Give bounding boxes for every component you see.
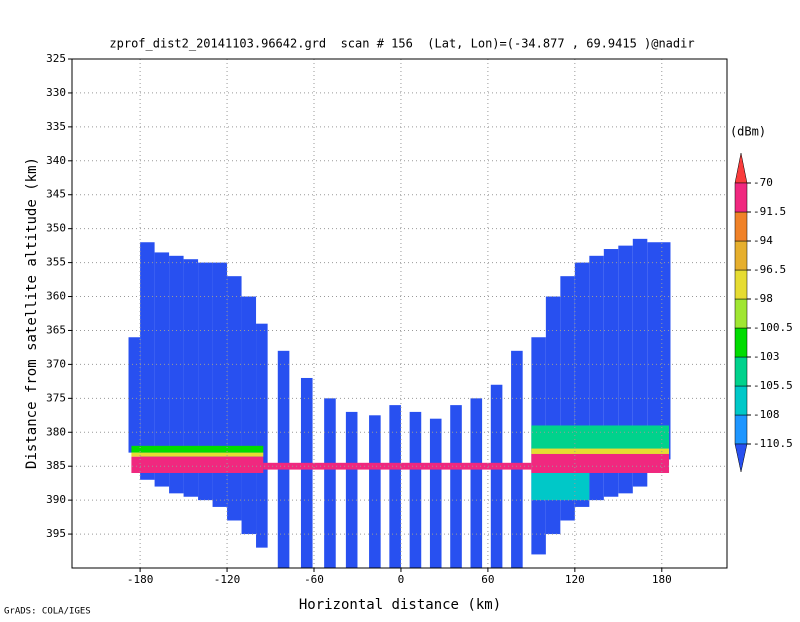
colorbar-label: -70 bbox=[753, 176, 773, 189]
colorbar-segment bbox=[734, 269, 748, 300]
heat-cell bbox=[429, 418, 442, 568]
x-tick-label: 120 bbox=[565, 573, 585, 586]
y-tick-label: 395 bbox=[46, 527, 66, 540]
heat-cell bbox=[140, 242, 155, 480]
colorbar-label: -103 bbox=[753, 350, 780, 363]
colorbar-unit: (dBm) bbox=[730, 125, 766, 139]
heat-cell bbox=[300, 377, 313, 568]
x-tick-label: 0 bbox=[398, 573, 405, 586]
heat-cell bbox=[531, 472, 590, 501]
y-tick-label: 345 bbox=[46, 188, 66, 201]
y-tick-label: 390 bbox=[46, 493, 66, 506]
heat-cell bbox=[154, 252, 170, 487]
y-tick-label: 325 bbox=[46, 52, 66, 65]
colorbar-segment bbox=[734, 414, 748, 445]
heat-cell bbox=[450, 405, 462, 568]
y-tick-label: 365 bbox=[46, 323, 66, 336]
colorbar-segment bbox=[734, 327, 748, 358]
y-tick-label: 375 bbox=[46, 391, 66, 404]
y-tick-label: 380 bbox=[46, 425, 66, 438]
heat-cell bbox=[198, 262, 213, 501]
heat-cell bbox=[632, 238, 648, 487]
colorbar-label: -110.5 bbox=[753, 437, 793, 450]
colorbar-label: -98 bbox=[753, 292, 773, 305]
x-axis-label: Horizontal distance (km) bbox=[299, 597, 501, 613]
heat-cell bbox=[531, 425, 670, 453]
heat-cell bbox=[263, 462, 532, 470]
y-tick-label: 370 bbox=[46, 357, 66, 370]
heat-cell bbox=[241, 296, 257, 535]
y-tick-label: 340 bbox=[46, 154, 66, 167]
colorbar-segment bbox=[734, 240, 748, 271]
heat-cell bbox=[183, 259, 199, 497]
heat-cell bbox=[409, 411, 422, 568]
heat-cell bbox=[345, 411, 358, 568]
y-tick-label: 360 bbox=[46, 290, 66, 303]
colorbar-segment bbox=[734, 182, 748, 213]
colorbar-arrow bbox=[734, 443, 748, 473]
x-tick-label: -60 bbox=[304, 573, 324, 586]
y-tick-label: 355 bbox=[46, 256, 66, 269]
colorbar-segment bbox=[734, 298, 748, 329]
chart-title: zprof_dist2_20141103.96642.grd scan # 15… bbox=[109, 37, 694, 51]
plot-frame bbox=[71, 58, 728, 569]
heat-cell bbox=[277, 350, 290, 568]
heat-cell bbox=[169, 255, 184, 494]
heat-cell bbox=[531, 453, 670, 473]
heat-cell bbox=[389, 405, 401, 568]
heat-cell bbox=[531, 448, 670, 454]
colorbar-segment bbox=[734, 385, 748, 416]
heat-cell bbox=[470, 398, 483, 568]
heat-cell bbox=[490, 384, 503, 568]
y-tick-label: 385 bbox=[46, 459, 66, 472]
heat-cell bbox=[131, 445, 264, 453]
x-tick-label: 60 bbox=[481, 573, 494, 586]
y-tick-label: 335 bbox=[46, 120, 66, 133]
heat-cell bbox=[369, 415, 381, 568]
x-tick-label: -120 bbox=[214, 573, 241, 586]
colorbar-label: -105.5 bbox=[753, 379, 793, 392]
y-tick-label: 350 bbox=[46, 222, 66, 235]
colorbar-label: -108 bbox=[753, 408, 780, 421]
colorbar-label: -91.5 bbox=[753, 205, 786, 218]
footer: GrADS: COLA/IGES bbox=[4, 607, 91, 617]
heat-cell bbox=[131, 456, 264, 473]
heatmap bbox=[128, 238, 671, 568]
x-tick-label: -180 bbox=[127, 573, 154, 586]
heat-cell bbox=[131, 452, 264, 457]
y-tick-label: 330 bbox=[46, 86, 66, 99]
heat-cell bbox=[227, 276, 242, 521]
colorbar-label: -96.5 bbox=[753, 263, 786, 276]
heat-cell bbox=[128, 337, 141, 453]
colorbar-segment bbox=[734, 211, 748, 242]
x-tick-label: 180 bbox=[652, 573, 672, 586]
heat-cell bbox=[324, 398, 336, 568]
colorbar-label: -94 bbox=[753, 234, 773, 247]
heat-cell bbox=[511, 350, 523, 568]
heat-cell bbox=[256, 323, 268, 548]
colorbar-segment bbox=[734, 356, 748, 387]
colorbar-label: -100.5 bbox=[753, 321, 793, 334]
y-axis-label: Distance from satellite altitude (km) bbox=[24, 157, 40, 469]
